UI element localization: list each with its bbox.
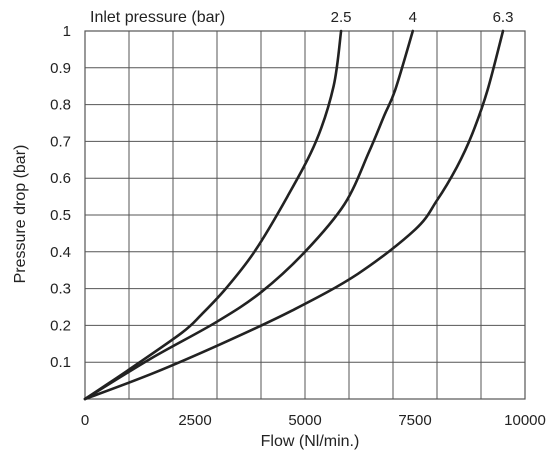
y-tick-label: 0.9 xyxy=(50,60,71,77)
series-line-6.3 xyxy=(83,29,505,401)
y-tick-label: 0.7 xyxy=(50,133,71,150)
series-lines xyxy=(83,29,505,401)
series-label-4: 4 xyxy=(409,9,417,26)
series-line-2.5 xyxy=(83,29,343,401)
series-line-4 xyxy=(83,29,415,401)
y-tick-label: 0.8 xyxy=(50,97,71,114)
y-tick-label: 0.2 xyxy=(50,317,71,334)
series-labels: 2.5 4 6.3 xyxy=(331,9,514,26)
y-tick-label: 0.3 xyxy=(50,281,71,298)
x-axis-title: Flow (Nl/min.) xyxy=(261,433,360,450)
y-tick-label: 0.6 xyxy=(50,170,71,187)
y-tick-label: 0.5 xyxy=(50,207,71,224)
x-tick-label: 5000 xyxy=(288,412,321,429)
y-axis-title: Pressure drop (bar) xyxy=(12,145,29,284)
series-label-6.3: 6.3 xyxy=(493,9,514,26)
grid xyxy=(84,30,526,400)
series-label-2.5: 2.5 xyxy=(331,9,352,26)
x-tick-label: 7500 xyxy=(398,412,431,429)
y-tick-label: 0.4 xyxy=(50,244,71,261)
x-tick-label: 10000 xyxy=(504,412,546,429)
y-tick-label: 1 xyxy=(63,23,71,40)
x-tick-label: 2500 xyxy=(178,412,211,429)
x-tick-label: 0 xyxy=(81,412,89,429)
y-tick-label: 0.1 xyxy=(50,354,71,371)
legend-title: Inlet pressure (bar) xyxy=(90,9,225,26)
y-tick-labels: 0.1 0.2 0.3 0.4 0.5 0.6 0.7 0.8 0.9 1 xyxy=(50,23,71,371)
plot-frame xyxy=(84,30,526,400)
x-tick-labels: 0 2500 5000 7500 10000 xyxy=(81,412,546,429)
